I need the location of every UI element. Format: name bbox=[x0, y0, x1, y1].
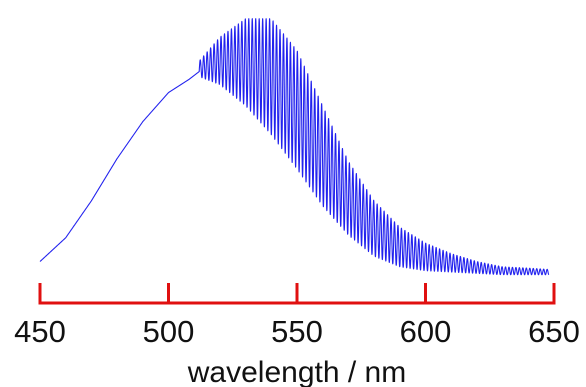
x-tick-label-500: 500 bbox=[143, 314, 195, 349]
x-tick-label-600: 600 bbox=[400, 314, 452, 349]
spectrum-line bbox=[39, 18, 550, 276]
x-tick-label-650: 650 bbox=[528, 314, 580, 349]
x-tick-label-550: 550 bbox=[271, 314, 323, 349]
x-axis: 450 500 550 600 650 bbox=[14, 283, 580, 349]
x-axis-title: wavelength / nm bbox=[187, 356, 406, 387]
x-tick-label-450: 450 bbox=[14, 314, 66, 349]
x-tick-labels: 450 500 550 600 650 bbox=[14, 314, 580, 349]
x-ticks bbox=[38, 283, 556, 305]
plot-area bbox=[39, 18, 550, 276]
